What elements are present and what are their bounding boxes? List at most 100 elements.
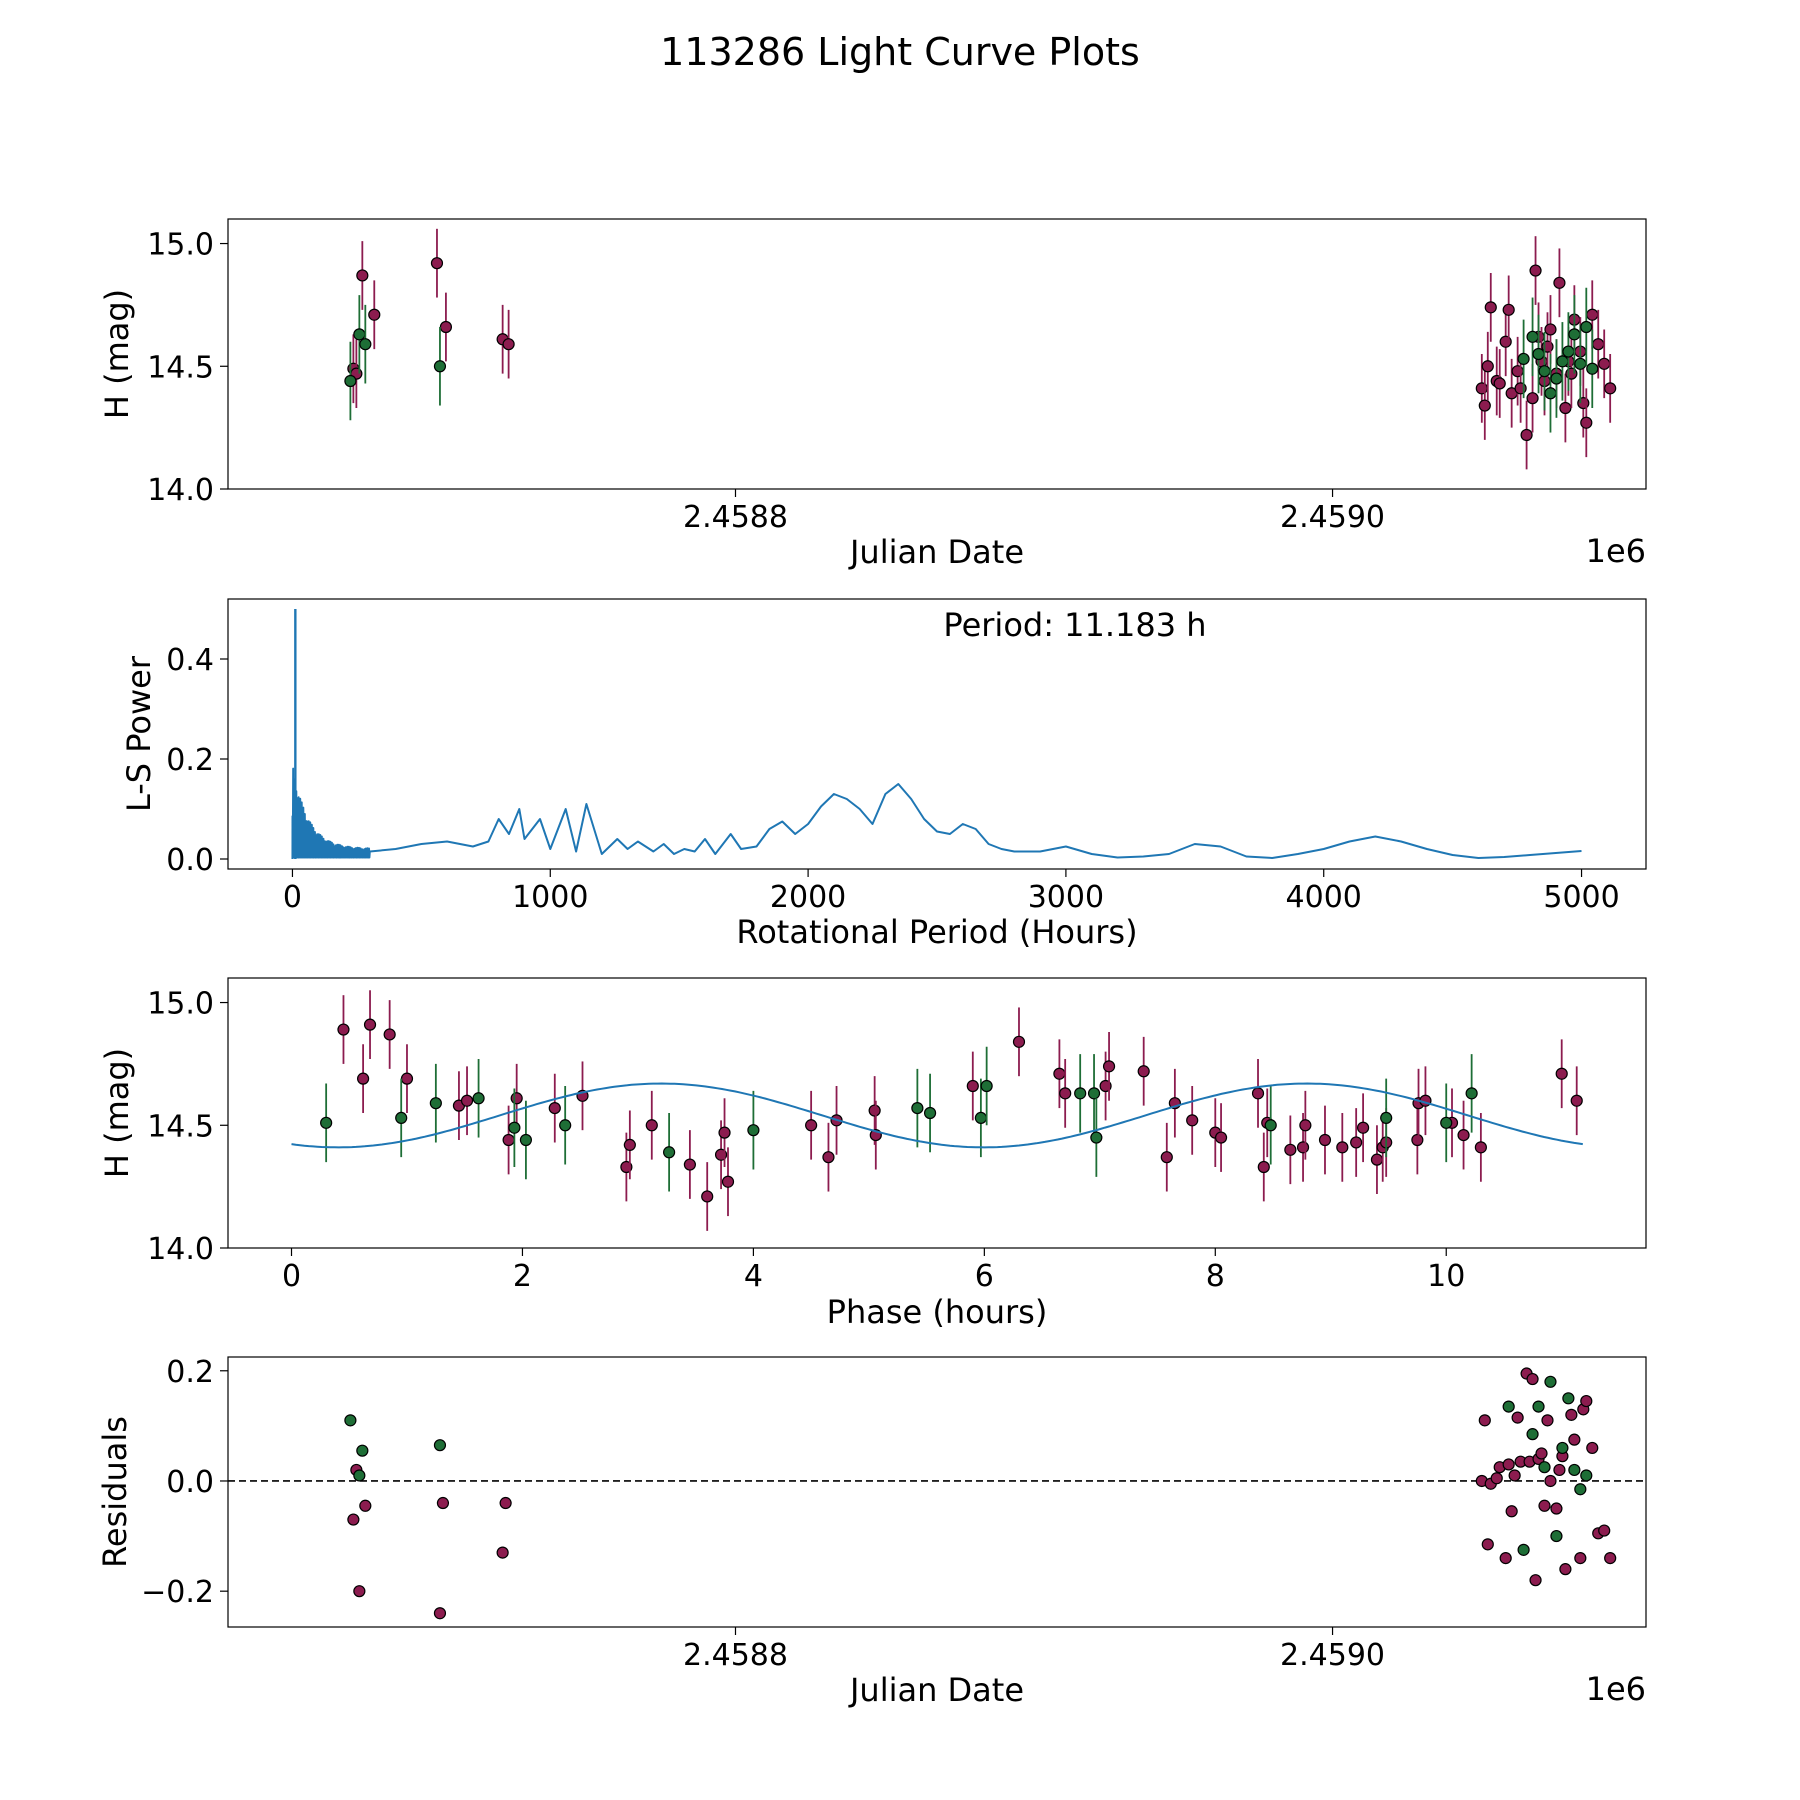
data-point xyxy=(337,1023,350,1036)
y-tick-label: 0.2 xyxy=(166,1355,214,1390)
data-point xyxy=(805,1119,818,1132)
data-point xyxy=(510,1092,523,1105)
y-tick-label: 15.0 xyxy=(147,987,214,1022)
data-point xyxy=(1526,392,1539,405)
y-tick-label: 0.0 xyxy=(166,843,214,878)
data-point xyxy=(1296,1141,1310,1154)
data-point xyxy=(472,1092,485,1105)
data-point xyxy=(822,1151,835,1164)
data-point xyxy=(1580,416,1593,429)
data-point xyxy=(1556,1441,1569,1455)
panel-phase: 0 2 4 6 8 10 14.0 14.5 15.0 Phase (hours) H (mag… xyxy=(98,977,1647,1331)
data-point xyxy=(1520,428,1533,442)
lightcurve-frame xyxy=(227,218,1647,490)
y-tick-label: 15.0 xyxy=(147,228,214,263)
x-tick-label: 2.4590 xyxy=(1280,1638,1385,1673)
data-point xyxy=(1580,320,1593,334)
x-tick-label: 1000 xyxy=(512,880,588,915)
data-point xyxy=(1137,1065,1150,1078)
data-point xyxy=(433,1439,447,1452)
data-point xyxy=(357,1072,370,1085)
x-tick-label: 2.4588 xyxy=(683,1638,788,1673)
data-point xyxy=(645,1119,658,1132)
data-point xyxy=(499,1496,512,1510)
data-point xyxy=(347,1513,360,1526)
data-point xyxy=(1370,1153,1384,1166)
y-tick-label: 0.4 xyxy=(166,643,214,678)
data-point xyxy=(1568,1433,1581,1446)
data-point xyxy=(430,257,444,270)
data-point xyxy=(923,1106,937,1120)
periodogram-ticks: 0 1000 2000 3000 4000 5000 0.0 0.2 0.4 xyxy=(166,643,1619,915)
data-point xyxy=(1586,308,1599,321)
y-tick-label: 14.0 xyxy=(147,473,214,508)
data-point xyxy=(1160,1151,1173,1164)
data-point xyxy=(502,1133,515,1147)
data-point xyxy=(1550,1529,1563,1543)
data-point xyxy=(1502,303,1515,316)
y-tick-label: 14.5 xyxy=(147,350,214,385)
data-point xyxy=(1508,1469,1521,1482)
y-tick-label: 14.5 xyxy=(147,1109,214,1144)
lightcurve-ylabel: H (mag) xyxy=(98,289,136,419)
data-point xyxy=(1478,399,1491,412)
data-point xyxy=(1559,401,1572,415)
periodogram-annotation: Period: 11.183 h xyxy=(943,606,1206,644)
data-point xyxy=(502,338,515,351)
y-tick-label: 14.0 xyxy=(147,1232,214,1267)
data-point xyxy=(1568,328,1581,341)
data-point xyxy=(320,1116,333,1129)
data-point xyxy=(548,1101,561,1115)
data-point xyxy=(1257,1160,1270,1174)
data-point xyxy=(400,1072,414,1085)
data-point xyxy=(1318,1133,1332,1147)
data-point xyxy=(980,1079,993,1093)
data-point xyxy=(1592,338,1605,351)
data-point xyxy=(1574,357,1587,370)
data-point xyxy=(1457,1128,1470,1142)
x-tick-label: 3000 xyxy=(1028,880,1104,915)
data-point xyxy=(1544,387,1557,400)
data-point xyxy=(663,1146,676,1159)
data-point xyxy=(353,328,366,341)
data-point xyxy=(911,1101,924,1115)
phase-ylabel: H (mag) xyxy=(98,1048,136,1178)
residuals-offset-label: 1e6 xyxy=(1586,1670,1646,1708)
data-point xyxy=(433,360,447,373)
data-point xyxy=(1350,1136,1363,1149)
data-point xyxy=(1598,1524,1611,1537)
data-point xyxy=(1532,1400,1545,1413)
data-point xyxy=(718,1126,731,1139)
data-point xyxy=(1251,1087,1265,1100)
data-point xyxy=(344,1414,357,1427)
data-point xyxy=(1517,1543,1530,1556)
data-point xyxy=(1356,1121,1370,1134)
periodogram-line xyxy=(291,767,1582,860)
data-point xyxy=(359,1499,372,1512)
data-point xyxy=(1580,1394,1593,1408)
data-point xyxy=(1284,1143,1297,1156)
data-point xyxy=(1502,1400,1515,1413)
data-point xyxy=(1474,1141,1487,1154)
data-point xyxy=(1299,1119,1312,1132)
data-point xyxy=(1553,276,1566,289)
data-point xyxy=(436,1496,450,1510)
data-point xyxy=(1511,1411,1524,1424)
data-point xyxy=(1478,1414,1491,1427)
data-point xyxy=(1568,1463,1581,1477)
data-point xyxy=(623,1138,636,1152)
data-point xyxy=(1090,1131,1103,1144)
data-point xyxy=(1562,1392,1575,1405)
data-point xyxy=(1544,323,1557,336)
data-point xyxy=(368,308,381,321)
data-point xyxy=(1538,1499,1551,1512)
x-tick-label: 6 xyxy=(975,1259,994,1294)
data-point xyxy=(974,1111,987,1125)
x-tick-label: 0 xyxy=(283,880,302,915)
data-point xyxy=(1556,355,1569,368)
data-point xyxy=(395,1111,408,1125)
data-point xyxy=(1526,330,1539,343)
data-point xyxy=(1411,1133,1424,1147)
residuals-marks xyxy=(228,1367,1646,1620)
